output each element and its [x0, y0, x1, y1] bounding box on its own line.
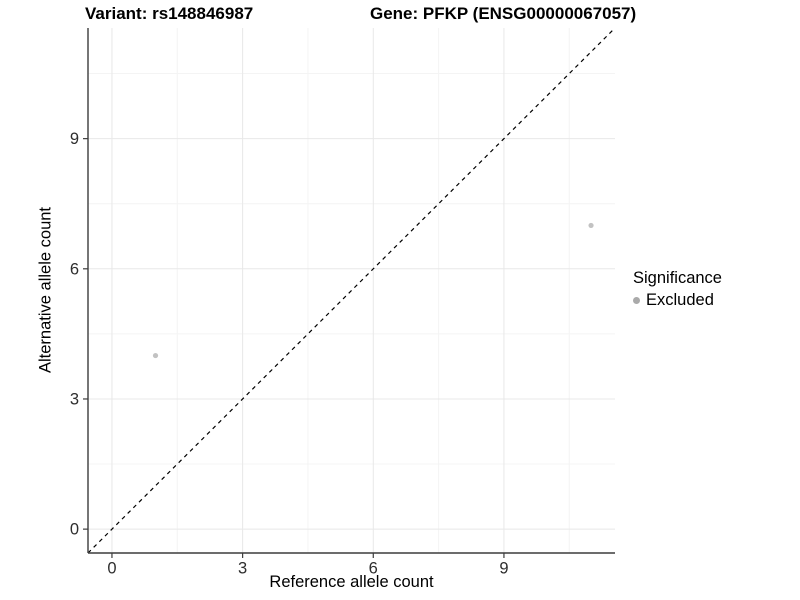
legend-marker-icon: [633, 297, 640, 304]
y-tick-label: 9: [70, 130, 79, 148]
y-tick-label: 6: [70, 260, 79, 278]
legend-entry-excluded: Excluded: [633, 291, 722, 310]
x-tick-label: 6: [369, 560, 378, 578]
x-tick-label: 9: [499, 560, 508, 578]
x-tick-label: 3: [238, 560, 247, 578]
identity-line: [87, 27, 616, 554]
x-tick-label: 0: [107, 560, 116, 578]
legend-entry-label: Excluded: [646, 291, 714, 309]
legend: Significance Excluded: [633, 268, 722, 310]
y-tick-label: 0: [70, 521, 79, 539]
x-axis-title: Reference allele count: [269, 573, 434, 591]
y-tick-label: 3: [70, 390, 79, 408]
legend-title: Significance: [633, 269, 722, 287]
data-point: [588, 222, 594, 229]
data-point: [152, 352, 159, 359]
variant-title: Variant: rs148846987: [85, 4, 254, 23]
gene-title: Gene: PFKP (ENSG00000067057): [370, 4, 637, 23]
y-axis-title: Alternative allele count: [36, 206, 55, 374]
